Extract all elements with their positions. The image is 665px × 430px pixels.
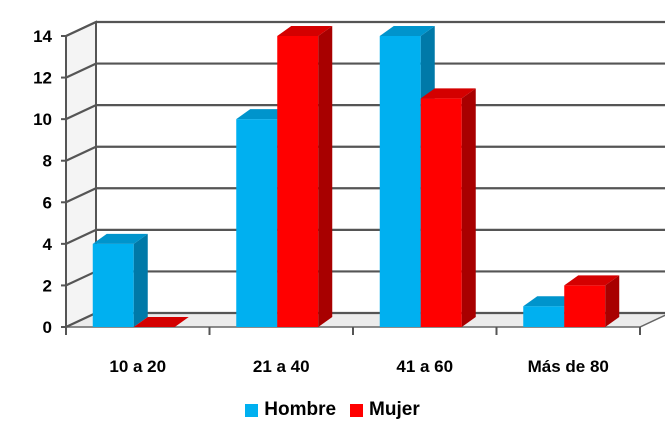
bar-top: [564, 275, 620, 286]
bar-front: [277, 36, 319, 327]
gridline: [65, 228, 665, 245]
y-axis-ticks: 0 2 4 6 8 10 12 14: [33, 27, 67, 337]
legend-swatch-hombre: [245, 403, 259, 417]
y-tick-label: 2: [43, 276, 52, 295]
bar-top: [379, 26, 435, 36]
y-tick-label: 8: [43, 152, 52, 171]
bar-top: [92, 233, 148, 244]
gridline: [65, 104, 665, 121]
legend-swatch-mujer: [350, 403, 364, 417]
legend-item-hombre: Hombre: [245, 399, 336, 421]
bar-front: [523, 306, 565, 327]
side-wall: [65, 20, 97, 329]
bar-top: [133, 317, 189, 327]
legend-label-mujer: Mujer: [369, 399, 420, 420]
bar-front: [379, 36, 421, 327]
bar-side: [605, 275, 620, 327]
x-tick-label: 10 a 20: [109, 357, 166, 376]
bar: [564, 275, 620, 327]
gridline: [65, 20, 665, 37]
gridline: [65, 62, 665, 79]
bar-side: [461, 88, 476, 327]
y-tick-label: 4: [43, 235, 53, 254]
x-tick-label: 41 a 60: [396, 357, 453, 376]
x-tick-label: 21 a 40: [253, 357, 310, 376]
y-tick-label: 14: [33, 27, 52, 46]
bar-front: [92, 243, 134, 327]
bar: [277, 26, 333, 327]
legend-label-hombre: Hombre: [264, 399, 337, 420]
bar: [92, 233, 148, 327]
legend: Hombre Mujer: [0, 396, 665, 424]
x-axis-labels: 10 a 20 21 a 40 41 a 60 Más de 80: [65, 327, 641, 376]
bars: [92, 26, 620, 328]
gridline: [65, 187, 665, 204]
y-tick-label: 0: [43, 318, 52, 337]
y-tick-label: 6: [43, 193, 52, 212]
bar-top: [277, 26, 333, 36]
bar: [133, 317, 189, 327]
legend-item-mujer: Mujer: [350, 399, 420, 421]
gridline: [65, 145, 665, 162]
y-tick-label: 12: [33, 69, 52, 88]
bar: [420, 88, 476, 327]
bar-front: [236, 119, 278, 328]
bar-front: [564, 285, 606, 327]
x-tick-label: Más de 80: [528, 357, 609, 376]
bar-side: [133, 233, 148, 327]
bar-front: [420, 98, 462, 327]
bar-top: [420, 88, 476, 99]
bar-side: [318, 26, 333, 327]
y-tick-label: 10: [33, 110, 52, 129]
